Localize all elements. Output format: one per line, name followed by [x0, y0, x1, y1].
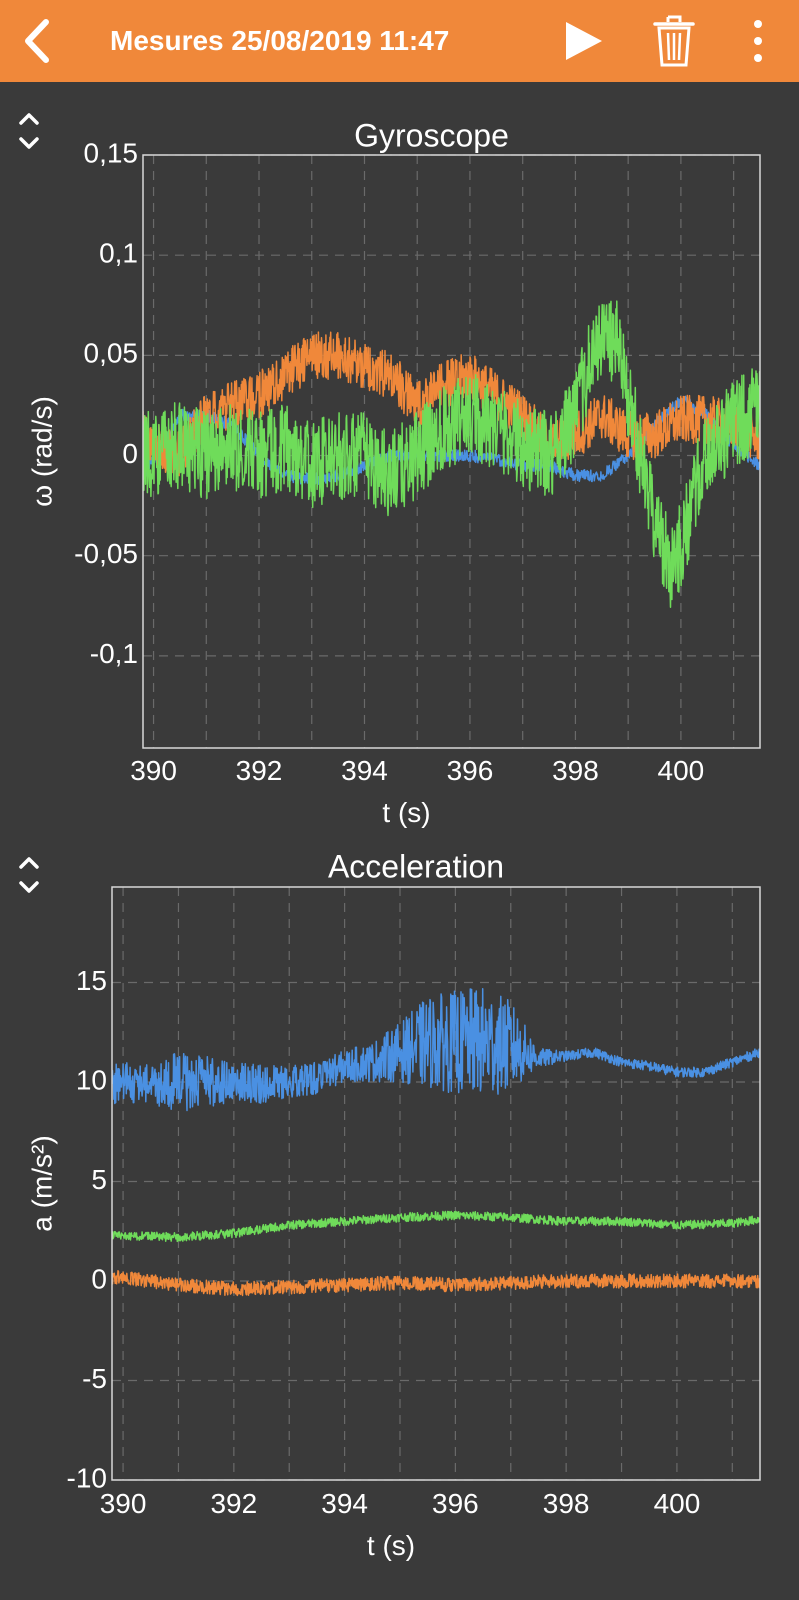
play-icon — [566, 22, 602, 60]
series-line — [112, 988, 760, 1112]
chart-title: Gyroscope — [354, 117, 509, 153]
top-bar: Mesures 25/08/2019 11:47 — [0, 0, 799, 82]
x-tick-label: 396 — [432, 1488, 479, 1519]
more-menu-button[interactable] — [738, 14, 778, 68]
x-tick-label: 398 — [552, 755, 599, 786]
x-tick-label: 394 — [341, 755, 388, 786]
acceleration-chart[interactable]: Acceleration 390 392 394 396 398 400 15 10 5 0 -5 -1… — [0, 845, 799, 1600]
more-vertical-icon — [754, 20, 762, 62]
x-tick-label: 392 — [236, 755, 283, 786]
x-tick-label: 400 — [654, 1488, 701, 1519]
chart-title: Acceleration — [328, 848, 504, 884]
y-tick-label: 5 — [91, 1164, 107, 1195]
y-tick-label: 15 — [76, 965, 107, 996]
plot-frame — [111, 886, 761, 1481]
y-tick-label: 0 — [91, 1263, 107, 1294]
chevron-left-icon — [25, 19, 49, 63]
y-axis-label: a (m/s²) — [26, 1135, 57, 1231]
series-line — [143, 300, 760, 608]
y-tick-label: -0,05 — [74, 538, 138, 569]
y-tick-label: 10 — [76, 1064, 107, 1095]
y-tick-label: -5 — [82, 1363, 107, 1394]
series-line — [112, 1210, 760, 1243]
grid — [112, 887, 760, 1481]
play-button[interactable] — [562, 18, 608, 64]
x-axis-label: t (s) — [367, 1530, 415, 1561]
back-button[interactable] — [14, 14, 64, 68]
y-tick-label: -0,1 — [90, 638, 138, 669]
x-tick-label: 400 — [658, 755, 705, 786]
y-axis-label: ω (rad/s) — [26, 396, 57, 507]
x-tick-label: 398 — [543, 1488, 590, 1519]
x-tick-label: 390 — [100, 1488, 147, 1519]
acceleration-expand-button[interactable] — [12, 852, 46, 898]
y-tick-label: 0,1 — [99, 238, 138, 269]
y-tick-label: -10 — [67, 1462, 107, 1493]
y-tick-label: 0,05 — [84, 338, 139, 369]
y-tick-label: 0 — [122, 438, 138, 469]
expand-vertical-icon — [19, 113, 39, 149]
x-tick-label: 392 — [210, 1488, 257, 1519]
x-tick-label: 390 — [130, 755, 177, 786]
x-tick-label: 394 — [321, 1488, 368, 1519]
plot-frame — [142, 154, 761, 749]
x-tick-label: 396 — [447, 755, 494, 786]
trash-icon — [653, 15, 695, 67]
x-axis-label: t (s) — [382, 797, 430, 828]
series-line — [112, 1270, 760, 1297]
delete-button[interactable] — [652, 12, 696, 70]
gyroscope-chart[interactable]: Gyroscope 390 392 394 396 398 400 0,15 0,1 0,05 0 -… — [0, 100, 799, 845]
gyroscope-expand-button[interactable] — [12, 108, 46, 154]
page-title: Mesures 25/08/2019 11:47 — [110, 25, 450, 56]
y-tick-label: 0,15 — [84, 137, 139, 168]
series-line — [143, 331, 760, 477]
expand-vertical-icon — [19, 857, 39, 893]
